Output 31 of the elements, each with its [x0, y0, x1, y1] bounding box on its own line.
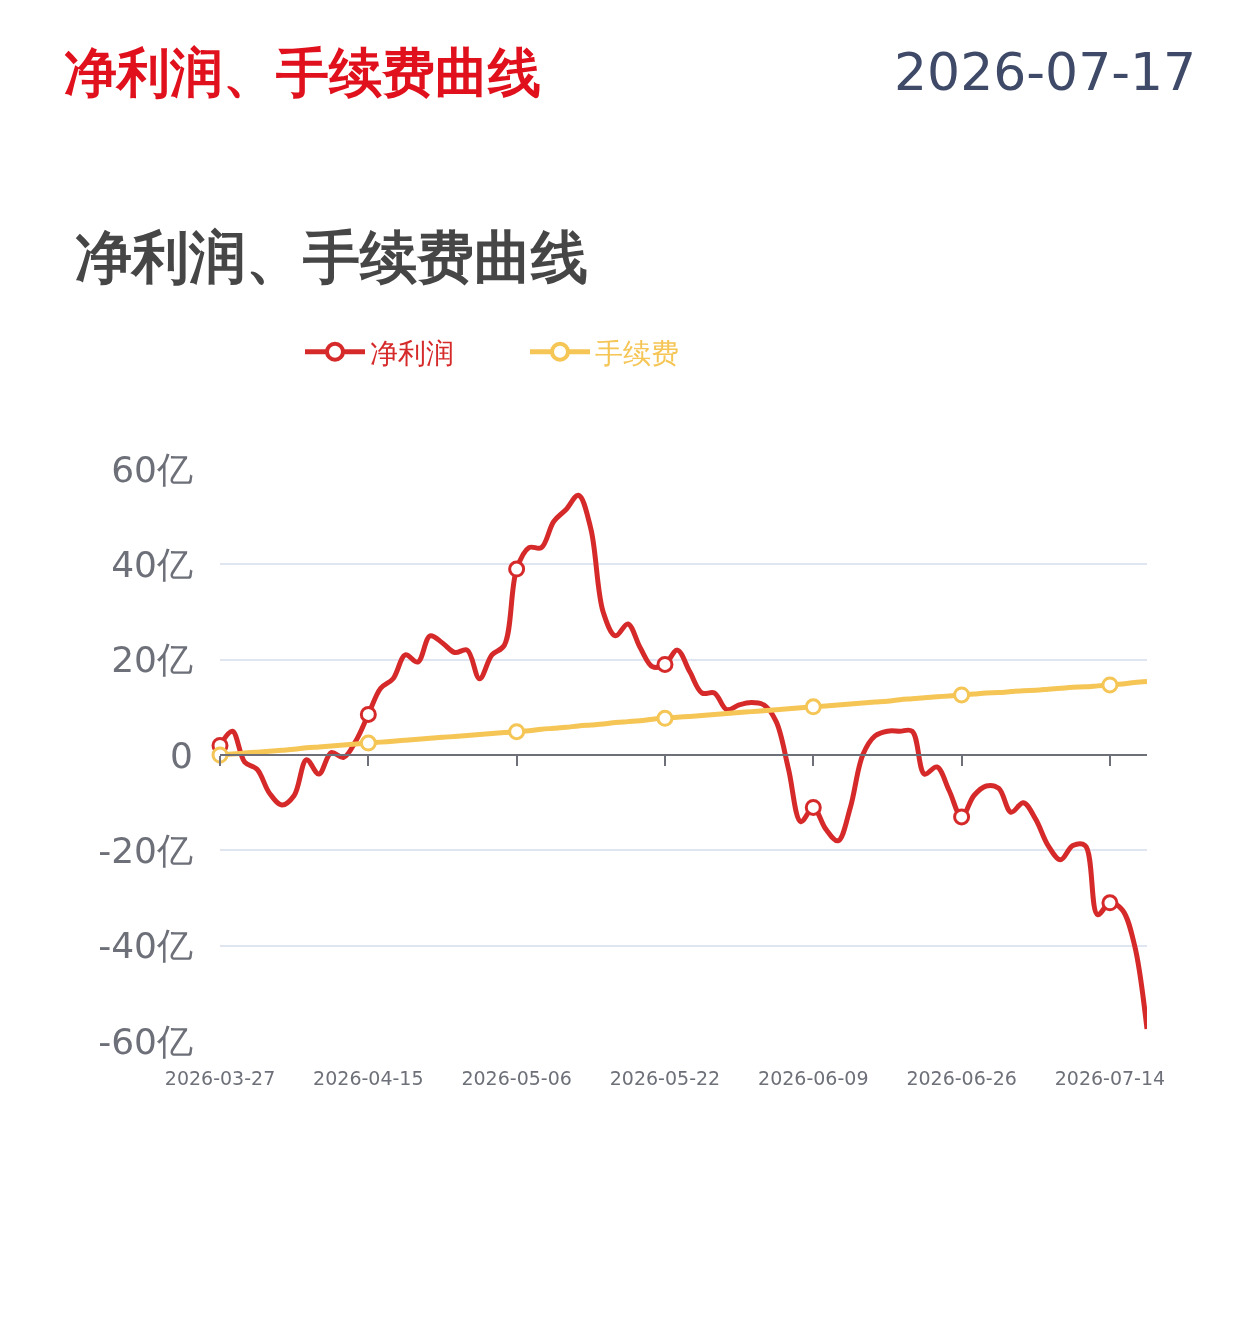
point — [804, 798, 822, 816]
chart-title: 净利润、手续费曲线 — [75, 223, 588, 290]
point — [953, 686, 971, 704]
legend-label: 手续费 — [595, 336, 679, 370]
point — [1101, 676, 1119, 694]
x-tick-label: 2026-06-26 — [906, 1067, 1017, 1089]
x-tick-label: 2026-05-22 — [609, 1067, 721, 1089]
point — [953, 808, 971, 826]
point — [508, 723, 526, 741]
text: 净利润、手续费曲线 — [64, 42, 541, 103]
y-tick-label: 60亿 — [111, 448, 193, 490]
x-tick-label: 2026-03-27 — [164, 1067, 276, 1089]
x-tick-label: 2026-05-06 — [461, 1067, 572, 1089]
y-tick-label: -60亿 — [98, 1020, 193, 1062]
x-tick-label: 2026-07-14 — [1054, 1067, 1166, 1089]
x-tick-label: 2026-06-09 — [758, 1067, 869, 1089]
legend-label: 净利润 — [370, 336, 454, 370]
point — [508, 560, 526, 578]
y-tick-label: -20亿 — [98, 829, 193, 871]
point — [656, 655, 674, 673]
x-tick-label: 2026-04-15 — [313, 1067, 424, 1089]
point — [1101, 894, 1119, 912]
y-tick-label: -40亿 — [98, 925, 193, 967]
point — [359, 734, 377, 752]
point — [656, 709, 674, 727]
text: 2026-07-17 — [894, 42, 1197, 102]
y-tick-label: 0 — [170, 734, 193, 776]
point — [359, 705, 377, 723]
y-tick-label: 20亿 — [111, 639, 193, 681]
y-tick-label: 40亿 — [111, 543, 193, 585]
point — [804, 698, 822, 716]
